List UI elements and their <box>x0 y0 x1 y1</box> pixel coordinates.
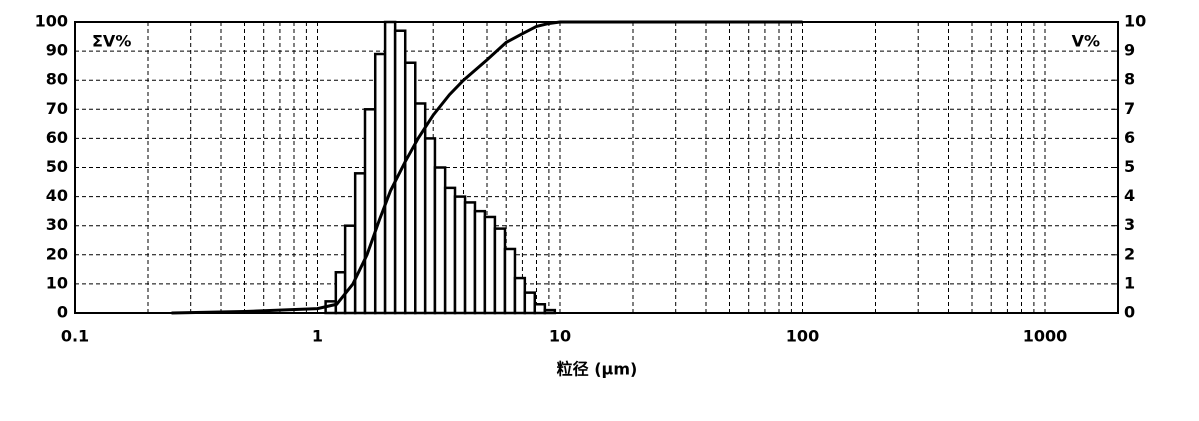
bar <box>403 61 417 315</box>
y2-tick-label: 3 <box>1124 215 1135 234</box>
bar <box>373 52 387 315</box>
y2-tick-label: 0 <box>1124 303 1135 322</box>
y-tick-label: 30 <box>46 215 68 234</box>
y-tick-label: 20 <box>46 244 68 263</box>
bar <box>423 137 437 315</box>
bar <box>383 20 397 315</box>
y-tick-label: 90 <box>46 41 68 60</box>
bar <box>363 108 377 315</box>
y2-tick-label: 7 <box>1124 99 1135 118</box>
bar <box>533 303 547 315</box>
bar <box>343 224 357 315</box>
y2-axis-label: V% <box>1072 32 1100 51</box>
bar <box>353 172 367 315</box>
y-tick-label: 70 <box>46 99 68 118</box>
bar <box>433 166 447 315</box>
y-tick-label: 100 <box>35 12 68 31</box>
y2-tick-label: 6 <box>1124 128 1135 147</box>
y2-tick-label: 8 <box>1124 70 1135 89</box>
bar <box>523 291 537 315</box>
y-tick-label: 80 <box>46 70 68 89</box>
y2-tick-label: 4 <box>1124 186 1135 205</box>
x-tick-label: 1000 <box>1023 327 1068 346</box>
bar <box>513 276 527 315</box>
y2-tick-label: 9 <box>1124 41 1135 60</box>
x-tick-label: 0.1 <box>61 327 89 346</box>
y2-tick-label: 5 <box>1124 157 1135 176</box>
y-tick-label: 60 <box>46 128 68 147</box>
x-tick-label: 1 <box>312 327 323 346</box>
bar <box>483 215 497 315</box>
bar <box>493 227 507 315</box>
y-axis-label: ΣV% <box>92 32 131 51</box>
bar <box>443 186 457 315</box>
cumulative-line <box>171 20 803 315</box>
plot-frame <box>74 21 1119 314</box>
bar <box>503 247 517 315</box>
y-tick-label: 50 <box>46 157 68 176</box>
bar <box>473 209 487 315</box>
x-tick-label: 10 <box>549 327 571 346</box>
x-tick-label: 100 <box>786 327 819 346</box>
y2-tick-label: 2 <box>1124 244 1135 263</box>
bar <box>334 271 347 315</box>
x-axis-label: 粒径 (μm) <box>557 360 638 379</box>
y2-tick-label: 10 <box>1124 12 1146 31</box>
bar <box>453 195 467 315</box>
y-tick-label: 10 <box>46 273 68 292</box>
y-tick-label: 40 <box>46 186 68 205</box>
bar <box>463 201 477 315</box>
y2-tick-label: 1 <box>1124 273 1135 292</box>
y-tick-label: 0 <box>57 303 68 322</box>
